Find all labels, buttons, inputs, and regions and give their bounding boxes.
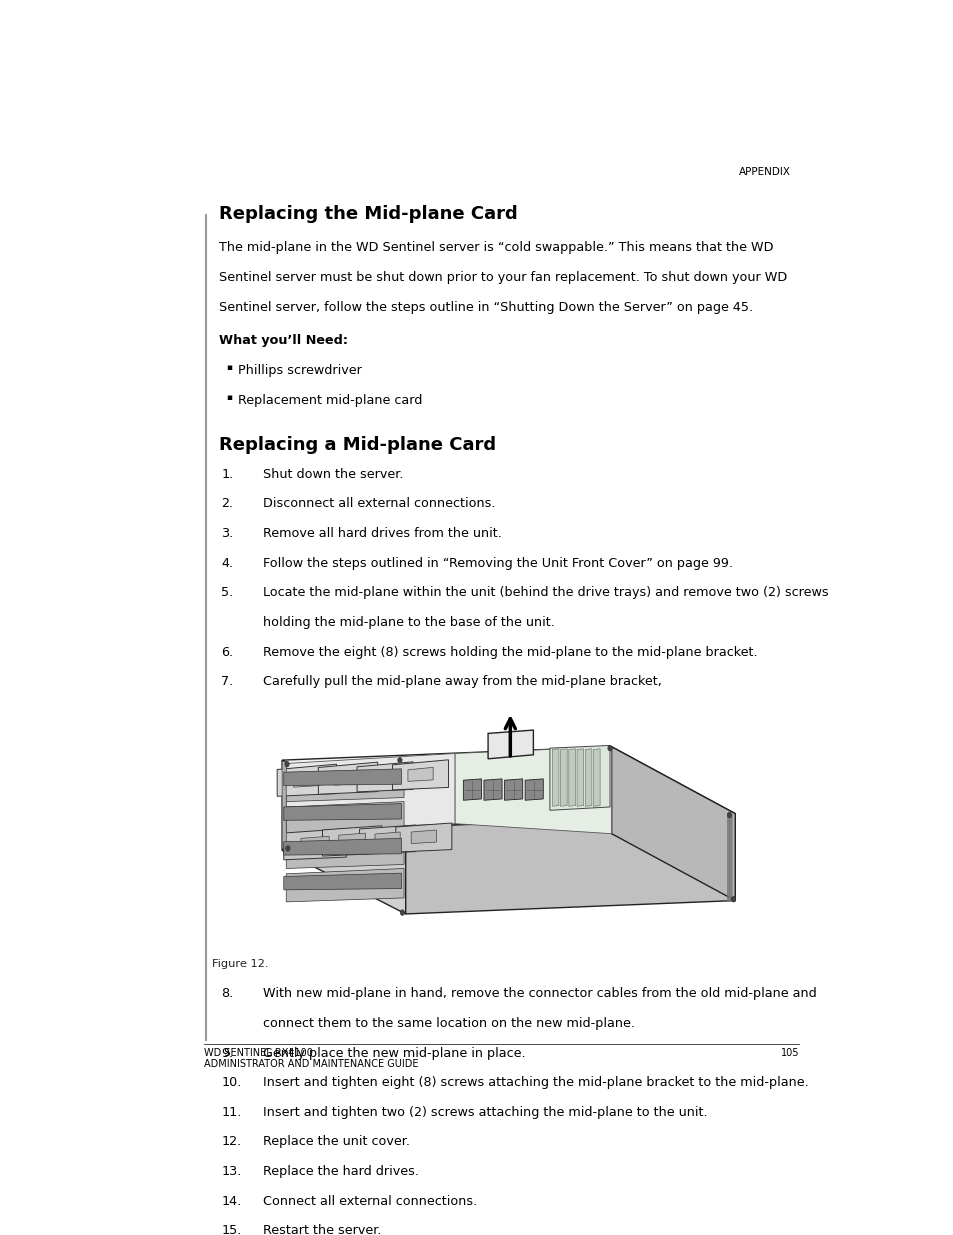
Polygon shape	[411, 830, 436, 844]
Text: holding the mid-plane to the base of the unit.: holding the mid-plane to the base of the…	[263, 616, 555, 629]
Polygon shape	[335, 771, 361, 785]
Polygon shape	[318, 762, 377, 794]
Polygon shape	[286, 768, 404, 802]
Text: 1.: 1.	[221, 468, 233, 480]
Circle shape	[607, 745, 612, 751]
Text: Sentinel server must be shut down prior to your fan replacement. To shut down yo: Sentinel server must be shut down prior …	[219, 270, 786, 284]
Text: Connect all external connections.: Connect all external connections.	[263, 1194, 477, 1208]
Polygon shape	[322, 826, 381, 856]
Polygon shape	[286, 753, 455, 830]
Text: Phillips screwdriver: Phillips screwdriver	[237, 364, 361, 378]
Text: 5.: 5.	[221, 587, 233, 599]
Text: WD SENTINEL RX4100: WD SENTINEL RX4100	[203, 1047, 312, 1058]
Polygon shape	[283, 769, 401, 785]
Polygon shape	[277, 764, 336, 797]
Polygon shape	[286, 802, 404, 835]
Polygon shape	[283, 873, 401, 890]
Circle shape	[397, 757, 402, 763]
Text: Insert and tighten eight (8) screws attaching the mid-plane bracket to the mid-p: Insert and tighten eight (8) screws atta…	[263, 1076, 808, 1089]
Text: 9.: 9.	[221, 1046, 233, 1060]
Text: APPENDIX: APPENDIX	[738, 167, 790, 177]
Polygon shape	[193, 710, 783, 944]
Text: 11.: 11.	[221, 1105, 241, 1119]
Polygon shape	[408, 767, 433, 782]
Text: Disconnect all external connections.: Disconnect all external connections.	[263, 498, 496, 510]
Text: 10.: 10.	[221, 1076, 241, 1089]
Polygon shape	[392, 760, 448, 790]
Polygon shape	[560, 748, 567, 806]
Circle shape	[731, 897, 735, 902]
Text: ▪: ▪	[226, 363, 233, 373]
Text: Insert and tighten two (2) screws attaching the mid-plane to the unit.: Insert and tighten two (2) screws attach…	[263, 1105, 707, 1119]
Polygon shape	[611, 747, 735, 900]
Text: 3.: 3.	[221, 527, 233, 540]
Text: 105: 105	[781, 1047, 799, 1058]
Text: Remove all hard drives from the unit.: Remove all hard drives from the unit.	[263, 527, 502, 540]
Text: Remove the eight (8) screws holding the mid-plane to the mid-plane bracket.: Remove the eight (8) screws holding the …	[263, 646, 758, 658]
Polygon shape	[395, 823, 452, 852]
Text: What you’ll Need:: What you’ll Need:	[219, 333, 348, 347]
Polygon shape	[282, 761, 405, 914]
Text: 7.: 7.	[221, 676, 233, 688]
Polygon shape	[577, 748, 583, 806]
Polygon shape	[283, 829, 346, 860]
Polygon shape	[552, 748, 558, 806]
Polygon shape	[300, 836, 329, 851]
Text: 14.: 14.	[221, 1194, 241, 1208]
Polygon shape	[372, 769, 397, 783]
Text: Replacement mid-plane card: Replacement mid-plane card	[237, 394, 421, 408]
Text: 8.: 8.	[221, 987, 233, 1000]
Text: Restart the server.: Restart the server.	[263, 1224, 381, 1235]
Polygon shape	[286, 835, 404, 868]
Polygon shape	[356, 762, 413, 792]
Polygon shape	[286, 868, 404, 902]
Circle shape	[726, 813, 731, 818]
Text: Sentinel server, follow the steps outline in “Shutting Down the Server” on page : Sentinel server, follow the steps outlin…	[219, 300, 753, 314]
Polygon shape	[504, 779, 522, 800]
Polygon shape	[549, 746, 609, 810]
Polygon shape	[483, 779, 501, 800]
Text: 2.: 2.	[221, 498, 233, 510]
Polygon shape	[463, 779, 481, 800]
Text: Shut down the server.: Shut down the server.	[263, 468, 403, 480]
Text: ▪: ▪	[226, 393, 233, 403]
Polygon shape	[568, 748, 575, 806]
Text: connect them to the same location on the new mid-plane.: connect them to the same location on the…	[263, 1016, 635, 1030]
Polygon shape	[294, 772, 320, 787]
Text: Figure 12.: Figure 12.	[212, 958, 268, 968]
Text: Locate the mid-plane within the unit (behind the drive trays) and remove two (2): Locate the mid-plane within the unit (be…	[263, 587, 828, 599]
Text: Replace the hard drives.: Replace the hard drives.	[263, 1165, 419, 1178]
Polygon shape	[375, 832, 399, 846]
Circle shape	[399, 910, 404, 915]
Text: Replace the unit cover.: Replace the unit cover.	[263, 1135, 410, 1149]
Polygon shape	[283, 804, 401, 820]
Polygon shape	[524, 779, 542, 800]
Text: 6.: 6.	[221, 646, 233, 658]
Text: 13.: 13.	[221, 1165, 241, 1178]
Text: Replacing the Mid-plane Card: Replacing the Mid-plane Card	[219, 205, 517, 224]
Text: Gently place the new mid-plane in place.: Gently place the new mid-plane in place.	[263, 1046, 525, 1060]
Polygon shape	[405, 814, 735, 914]
Text: The mid-plane in the WD Sentinel server is “cold swappable.” This means that the: The mid-plane in the WD Sentinel server …	[219, 241, 773, 254]
Polygon shape	[282, 747, 735, 827]
Text: Follow the steps outlined in “Removing the Unit Front Cover” on page 99.: Follow the steps outlined in “Removing t…	[263, 557, 733, 569]
Text: ADMINISTRATOR AND MAINTENANCE GUIDE: ADMINISTRATOR AND MAINTENANCE GUIDE	[203, 1060, 417, 1070]
Polygon shape	[359, 825, 416, 855]
Polygon shape	[488, 730, 533, 758]
Text: Carefully pull the mid-plane away from the mid-plane bracket,: Carefully pull the mid-plane away from t…	[263, 676, 661, 688]
Text: 15.: 15.	[221, 1224, 241, 1235]
Circle shape	[285, 846, 290, 851]
Polygon shape	[455, 747, 611, 834]
Polygon shape	[338, 834, 365, 847]
Text: 4.: 4.	[221, 557, 233, 569]
Circle shape	[285, 761, 289, 767]
Text: 12.: 12.	[221, 1135, 241, 1149]
Polygon shape	[585, 748, 591, 806]
Polygon shape	[282, 762, 286, 848]
Text: With new mid-plane in hand, remove the connector cables from the old mid-plane a: With new mid-plane in hand, remove the c…	[263, 987, 817, 1000]
Polygon shape	[283, 839, 401, 855]
Text: Replacing a Mid-plane Card: Replacing a Mid-plane Card	[219, 436, 496, 454]
Polygon shape	[593, 748, 599, 806]
